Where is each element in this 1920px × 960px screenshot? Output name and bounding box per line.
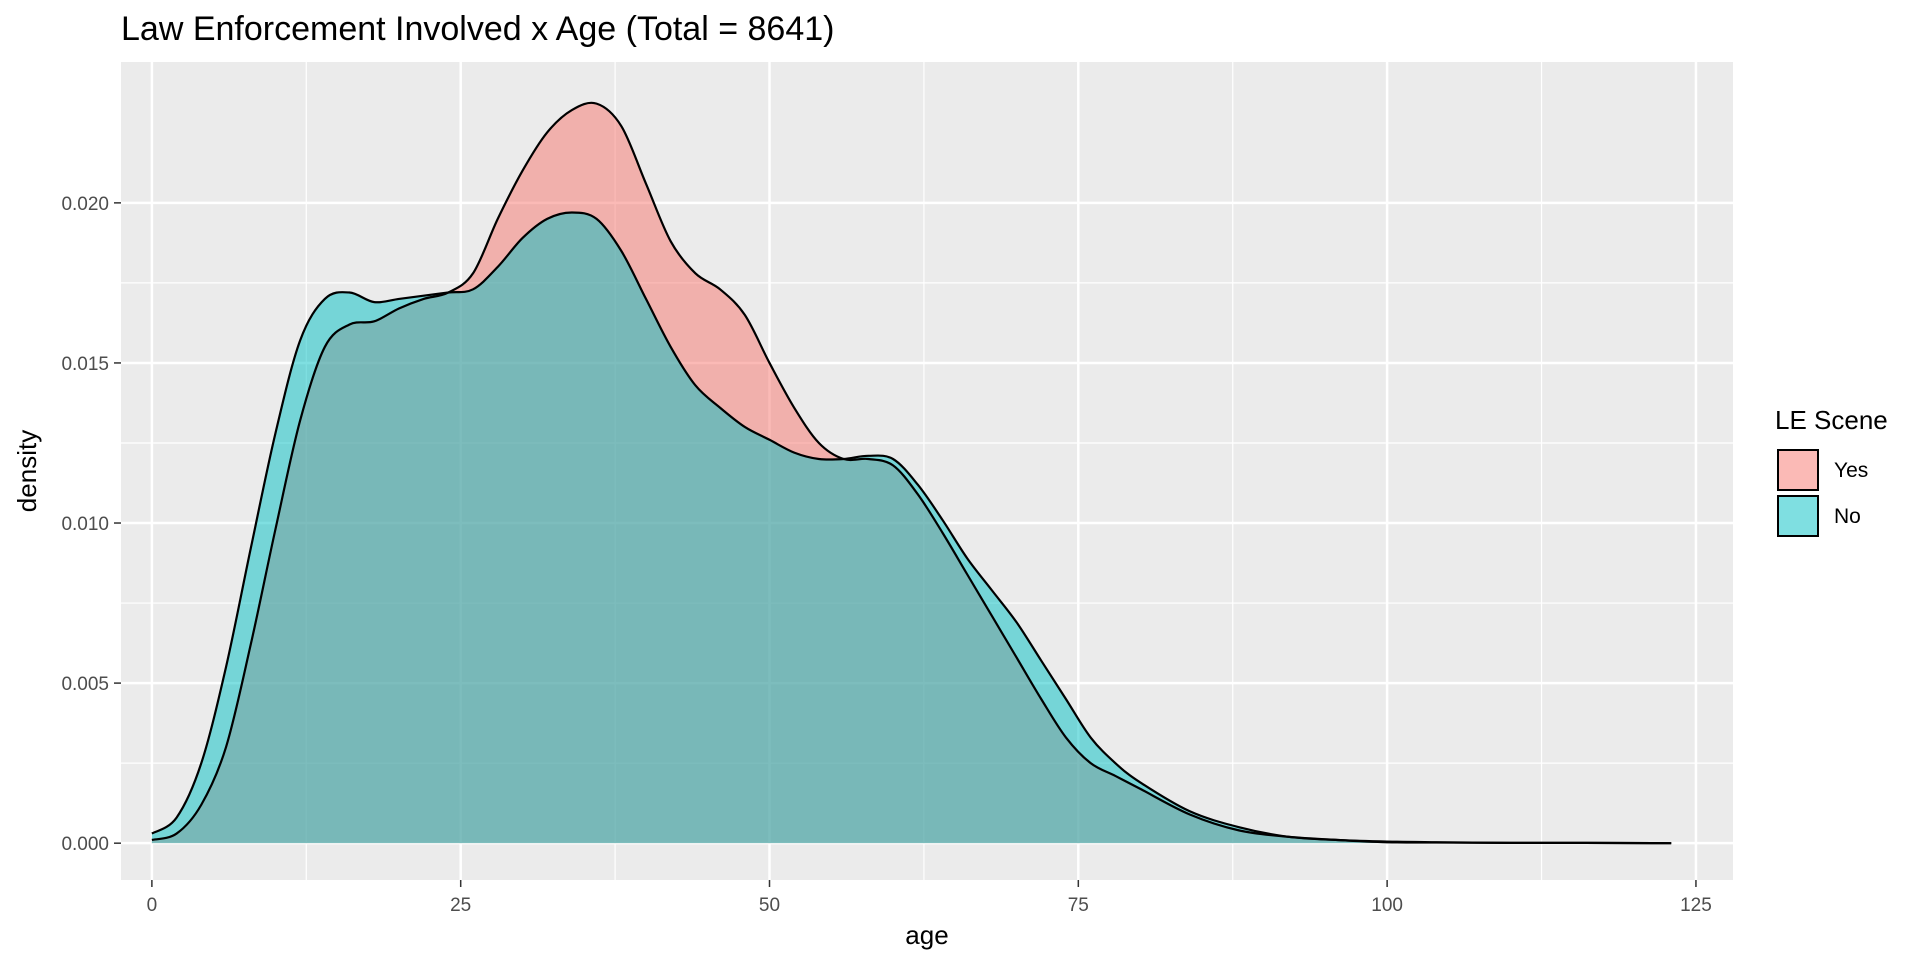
y-tick-label: 0.000 — [61, 834, 109, 855]
legend-title: LE Scene — [1775, 405, 1888, 435]
x-tick-label: 125 — [1680, 895, 1712, 916]
y-tick-label: 0.015 — [61, 354, 109, 375]
density-line-yes — [151, 101, 1672, 845]
x-axis-title: age — [905, 920, 948, 950]
y-tick-label: 0.010 — [61, 514, 109, 535]
x-tick-label: 50 — [759, 895, 780, 916]
chart-title: Law Enforcement Involved x Age (Total = … — [121, 10, 834, 48]
legend-label-no: No — [1834, 505, 1861, 528]
legend: LE Scene Yes No — [1775, 405, 1888, 537]
x-tick-label: 100 — [1371, 895, 1403, 916]
x-tick-label: 0 — [147, 895, 158, 916]
y-tick-label: 0.020 — [61, 194, 109, 215]
x-axis: 0 25 50 75 100 125 — [147, 880, 1712, 916]
legend-keys: Yes No — [1777, 449, 1868, 537]
y-axis-title: density — [12, 430, 42, 512]
x-tick-label: 25 — [450, 895, 471, 916]
legend-label-yes: Yes — [1834, 459, 1868, 482]
legend-key-yes — [1777, 449, 1819, 491]
density-line-no — [151, 211, 1672, 845]
y-axis: 0.000 0.005 0.010 0.015 0.020 — [61, 194, 121, 855]
x-tick-label: 75 — [1068, 895, 1089, 916]
density-areas — [151, 101, 1672, 845]
y-tick-label: 0.005 — [61, 674, 109, 695]
legend-key-no — [1777, 495, 1819, 537]
density-area-no — [151, 212, 1672, 844]
